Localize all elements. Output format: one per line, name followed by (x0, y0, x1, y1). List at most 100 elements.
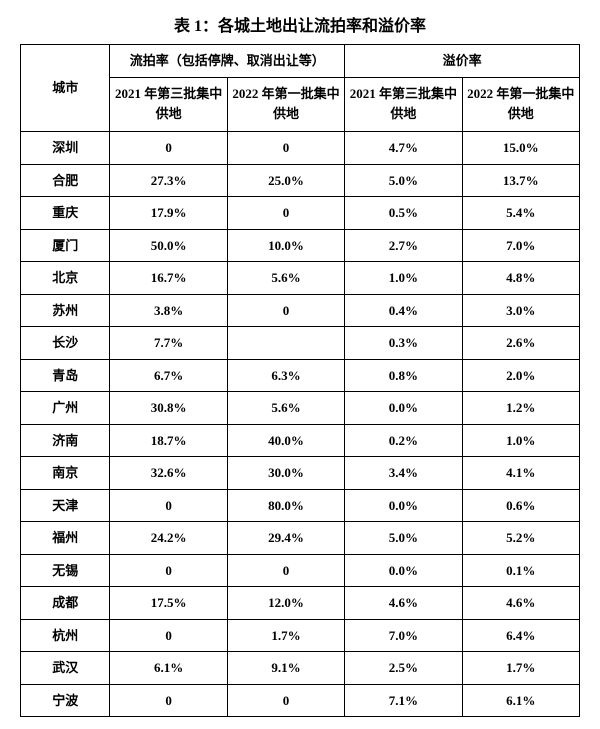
table-row: 南京32.6%30.0%3.4%4.1% (21, 457, 580, 490)
cell-value: 5.6% (227, 392, 344, 425)
cell-value: 7.0% (462, 229, 579, 262)
table-row: 福州24.2%29.4%5.0%5.2% (21, 522, 580, 555)
data-table: 城市 流拍率（包括停牌、取消出让等） 溢价率 2021 年第三批集中供地 202… (20, 44, 580, 717)
cell-city: 深圳 (21, 132, 110, 165)
cell-value: 5.4% (462, 197, 579, 230)
table-row: 深圳004.7%15.0% (21, 132, 580, 165)
cell-value: 4.7% (345, 132, 462, 165)
cell-city: 福州 (21, 522, 110, 555)
cell-city: 武汉 (21, 652, 110, 685)
cell-value: 0.4% (345, 294, 462, 327)
table-row: 成都17.5%12.0%4.6%4.6% (21, 587, 580, 620)
cell-value: 17.5% (110, 587, 227, 620)
cell-city: 杭州 (21, 619, 110, 652)
cell-value: 5.6% (227, 262, 344, 295)
cell-city: 厦门 (21, 229, 110, 262)
cell-value: 6.3% (227, 359, 344, 392)
cell-city: 重庆 (21, 197, 110, 230)
cell-value: 80.0% (227, 489, 344, 522)
cell-value: 4.6% (462, 587, 579, 620)
table-row: 长沙7.7% 0.3%2.6% (21, 327, 580, 360)
cell-value: 0.1% (462, 554, 579, 587)
table-row: 合肥27.3%25.0%5.0%13.7% (21, 164, 580, 197)
subheader-2022q1-a: 2022 年第一批集中供地 (227, 77, 344, 132)
cell-value: 40.0% (227, 424, 344, 457)
subheader-2021q3-a: 2021 年第三批集中供地 (110, 77, 227, 132)
cell-value: 0.0% (345, 489, 462, 522)
cell-value: 0 (110, 554, 227, 587)
table-title: 表 1：各城土地出让流拍率和溢价率 (20, 12, 580, 36)
cell-value: 0 (227, 132, 344, 165)
table-row: 天津080.0%0.0%0.6% (21, 489, 580, 522)
cell-value: 7.7% (110, 327, 227, 360)
cell-value: 3.4% (345, 457, 462, 490)
cell-value: 0.2% (345, 424, 462, 457)
cell-value: 0.3% (345, 327, 462, 360)
cell-city: 青岛 (21, 359, 110, 392)
cell-value: 1.7% (462, 652, 579, 685)
cell-value: 27.3% (110, 164, 227, 197)
subheader-2022q1-b: 2022 年第一批集中供地 (462, 77, 579, 132)
table-row: 无锡000.0%0.1% (21, 554, 580, 587)
cell-value: 0 (227, 554, 344, 587)
cell-value: 0 (110, 684, 227, 717)
cell-value: 1.7% (227, 619, 344, 652)
cell-value: 4.8% (462, 262, 579, 295)
cell-value: 0 (227, 294, 344, 327)
table-row: 北京16.7%5.6%1.0%4.8% (21, 262, 580, 295)
cell-value: 2.7% (345, 229, 462, 262)
cell-city: 南京 (21, 457, 110, 490)
cell-value: 29.4% (227, 522, 344, 555)
cell-value: 0.0% (345, 392, 462, 425)
cell-value: 0 (110, 489, 227, 522)
cell-value: 3.0% (462, 294, 579, 327)
cell-value: 0 (227, 684, 344, 717)
table-row: 重庆17.9%00.5%5.4% (21, 197, 580, 230)
cell-city: 济南 (21, 424, 110, 457)
header-group-yijia: 溢价率 (345, 45, 580, 78)
cell-value: 0.0% (345, 554, 462, 587)
table-row: 厦门50.0%10.0%2.7%7.0% (21, 229, 580, 262)
cell-value: 13.7% (462, 164, 579, 197)
cell-value: 32.6% (110, 457, 227, 490)
cell-value: 2.6% (462, 327, 579, 360)
cell-city: 合肥 (21, 164, 110, 197)
cell-value: 12.0% (227, 587, 344, 620)
cell-value: 50.0% (110, 229, 227, 262)
cell-value: 0 (110, 619, 227, 652)
cell-value: 3.8% (110, 294, 227, 327)
header-group-liupai: 流拍率（包括停牌、取消出让等） (110, 45, 345, 78)
table-row: 青岛6.7%6.3%0.8%2.0% (21, 359, 580, 392)
cell-value: 25.0% (227, 164, 344, 197)
cell-city: 宁波 (21, 684, 110, 717)
cell-city: 成都 (21, 587, 110, 620)
cell-value: 6.1% (110, 652, 227, 685)
cell-value: 30.0% (227, 457, 344, 490)
table-row: 武汉6.1%9.1%2.5%1.7% (21, 652, 580, 685)
cell-value: 5.0% (345, 522, 462, 555)
cell-value: 4.6% (345, 587, 462, 620)
table-row: 苏州3.8%00.4%3.0% (21, 294, 580, 327)
cell-value: 17.9% (110, 197, 227, 230)
cell-value: 1.0% (345, 262, 462, 295)
cell-value: 0 (227, 197, 344, 230)
cell-value: 15.0% (462, 132, 579, 165)
cell-city: 长沙 (21, 327, 110, 360)
cell-city: 广州 (21, 392, 110, 425)
cell-value: 4.1% (462, 457, 579, 490)
table-row: 杭州01.7%7.0%6.4% (21, 619, 580, 652)
cell-value: 16.7% (110, 262, 227, 295)
cell-value: 24.2% (110, 522, 227, 555)
cell-value: 0 (110, 132, 227, 165)
cell-value: 2.5% (345, 652, 462, 685)
cell-value: 6.4% (462, 619, 579, 652)
cell-value (227, 327, 344, 360)
cell-value: 0.5% (345, 197, 462, 230)
header-city: 城市 (21, 45, 110, 132)
cell-value: 5.0% (345, 164, 462, 197)
cell-value: 30.8% (110, 392, 227, 425)
subheader-2021q3-b: 2021 年第三批集中供地 (345, 77, 462, 132)
cell-value: 7.1% (345, 684, 462, 717)
cell-value: 6.7% (110, 359, 227, 392)
cell-value: 6.1% (462, 684, 579, 717)
